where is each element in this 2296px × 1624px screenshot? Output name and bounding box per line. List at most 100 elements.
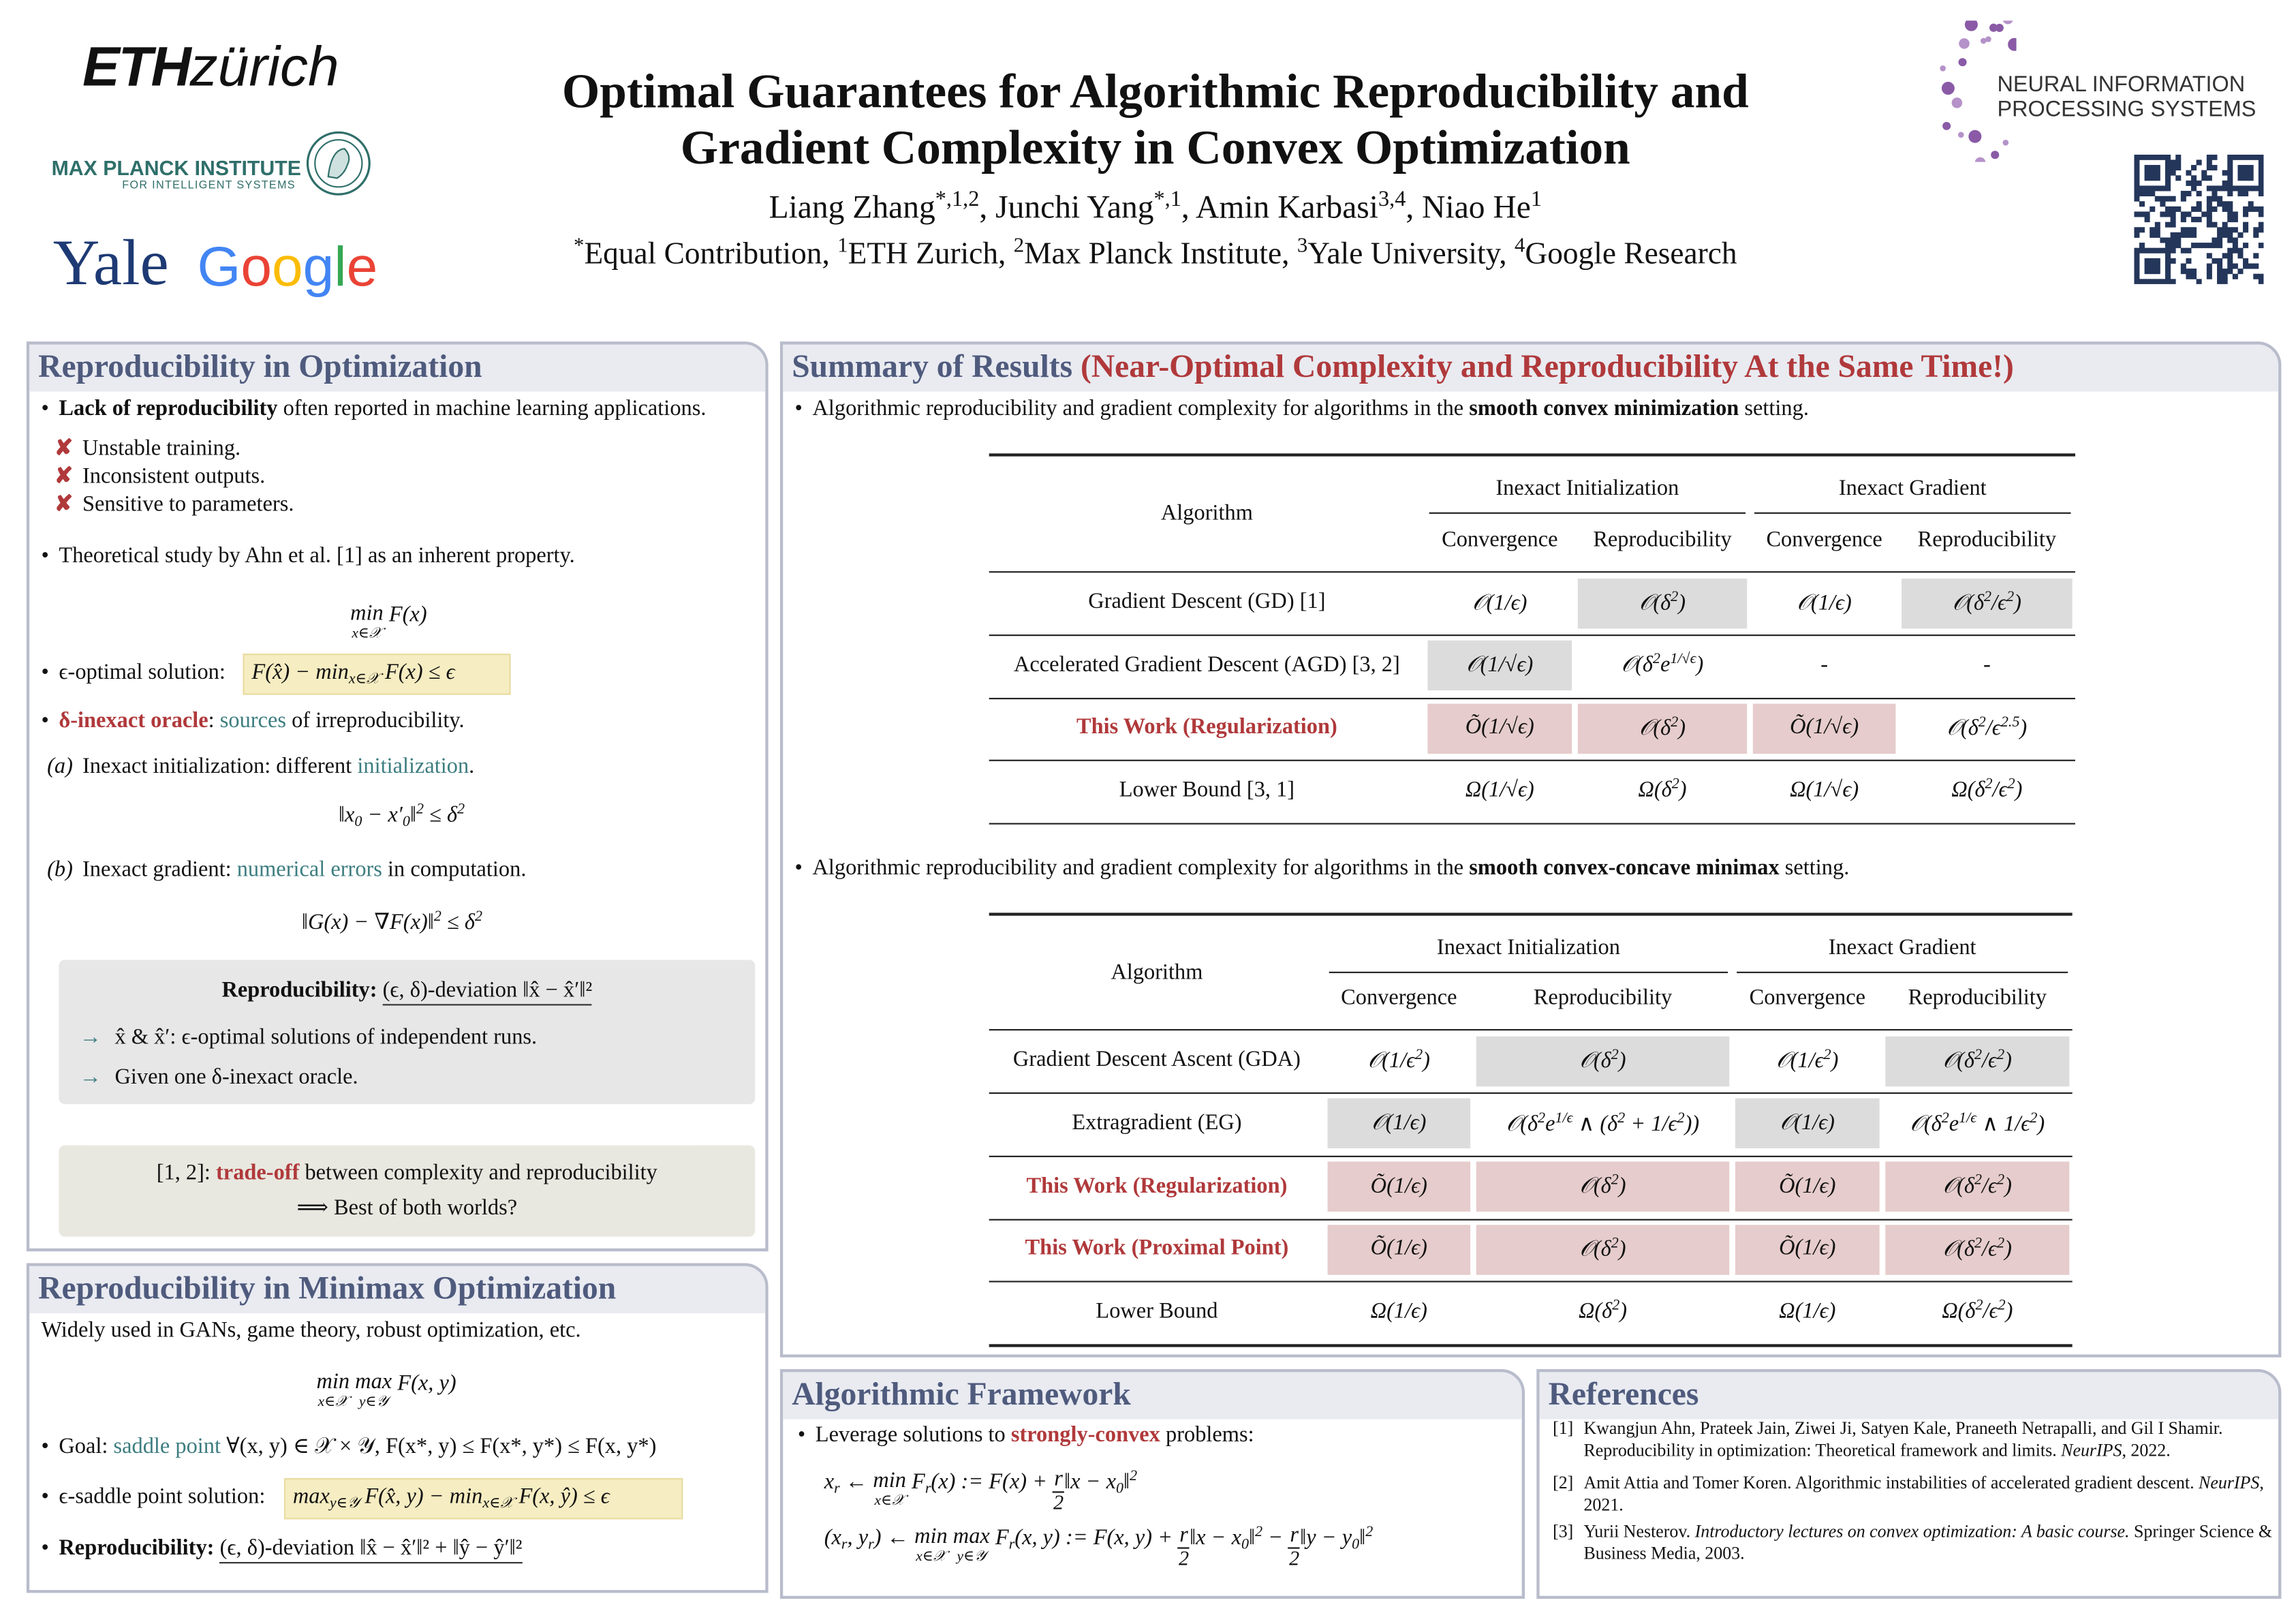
text-run: , 2022.	[2122, 1439, 2171, 1460]
text-run: 0	[354, 814, 362, 831]
qr-module	[2217, 232, 2223, 238]
text-run: x∈𝒳	[482, 1495, 514, 1512]
table-rule	[989, 453, 2075, 456]
qr-module	[2227, 247, 2233, 254]
text-run: .	[469, 755, 475, 779]
cell-formula: 𝒪(1/ϵ2)	[1368, 1047, 1430, 1074]
text-run: ‖G(x) − ∇F(x)‖	[301, 911, 434, 935]
qr-module	[2165, 263, 2171, 269]
text-run: , 2021.	[1583, 1472, 2264, 1515]
qr-module	[2134, 227, 2140, 233]
qr-module	[2160, 154, 2166, 160]
text-run	[377, 979, 383, 1003]
column-header: Convergence	[1341, 985, 1457, 1009]
text-run: )	[2014, 591, 2021, 615]
qr-module	[2150, 206, 2156, 212]
column-header: Reproducibility	[1917, 527, 2057, 552]
qr-module	[2227, 191, 2233, 197]
qr-module	[2186, 180, 2192, 186]
operator-text: max	[952, 1525, 990, 1549]
text-run: 2	[1653, 652, 1661, 668]
qr-module	[2217, 201, 2223, 207]
table-cell: 𝒪(δ2/ϵ2)	[1882, 1035, 2073, 1088]
text-run: 0	[1352, 1537, 1360, 1554]
text-run: 𝒪(δ	[1942, 1238, 1974, 1262]
text-run: 𝒪(δ	[1579, 1049, 1611, 1073]
panel-header	[783, 1372, 1522, 1420]
qr-module	[2139, 247, 2145, 254]
qr-module	[2243, 154, 2249, 160]
cell-shade	[1885, 1161, 2070, 1212]
qr-module	[2227, 175, 2233, 181]
qr-module	[2206, 243, 2212, 249]
logo-dot	[1995, 23, 2004, 32]
table-cell: 𝒪(δ2)	[1473, 1223, 1732, 1276]
panel-header	[29, 344, 766, 392]
text-run: 2	[474, 908, 482, 925]
qr-module	[2186, 227, 2192, 233]
table-cell: 𝒪(1/ϵ)	[1371, 1112, 1427, 1136]
text-run: 2	[1997, 1236, 2005, 1252]
qr-module	[2154, 227, 2160, 233]
text-run: F(x, ŷ) ≤ ϵ	[513, 1485, 610, 1510]
qr-code[interactable]	[2134, 154, 2264, 284]
text-run: )	[2019, 716, 2028, 741]
cell-formula: 𝒪(δ2/ϵ2)	[1953, 589, 2021, 616]
qr-module	[2237, 170, 2244, 176]
text-run: r	[1008, 1537, 1015, 1554]
qr-module	[2139, 185, 2145, 191]
text-run: (x	[824, 1527, 841, 1550]
qr-module	[2206, 253, 2212, 259]
text-run: Algorithmic reproducibility and gradient…	[812, 857, 1470, 880]
qr-module	[2227, 185, 2233, 191]
qr-module	[2212, 237, 2218, 243]
qr-module	[2248, 165, 2254, 171]
qr-module	[2150, 263, 2156, 269]
cell-shade	[1902, 577, 2073, 628]
qr-module	[2222, 227, 2228, 233]
qr-module	[2150, 170, 2156, 176]
qr-module	[2217, 196, 2223, 202]
logo-dot	[1941, 82, 1955, 95]
qr-module	[2253, 263, 2259, 269]
text-run: , y	[847, 1527, 869, 1550]
qr-module	[2170, 232, 2176, 238]
logo-dot	[1959, 38, 1970, 49]
text-run: 2	[1365, 1524, 1374, 1541]
qr-module	[2165, 159, 2171, 166]
cell-shade	[1476, 1161, 1730, 1212]
text-run: Algorithmic reproducibility and gradient…	[812, 397, 1470, 421]
operator-under: 2	[1179, 1548, 1190, 1571]
operator: max y∈𝒴	[355, 1370, 392, 1410]
qr-module	[2248, 175, 2254, 181]
text-run: )	[1618, 1049, 1626, 1073]
text-run: ‖	[409, 803, 417, 828]
qr-module	[2206, 201, 2212, 207]
text-run: /ϵ	[1985, 716, 2001, 741]
qr-module	[2232, 263, 2238, 269]
column-header: Convergence	[1442, 527, 1558, 552]
qr-module	[2227, 269, 2233, 275]
qr-module	[2232, 247, 2238, 254]
text-run: :	[208, 709, 220, 733]
qr-module	[2180, 191, 2186, 197]
qr-module	[2206, 211, 2212, 217]
text-run: e	[1660, 654, 1671, 678]
qr-module	[2227, 217, 2233, 223]
cell-shade	[1327, 1225, 1471, 1275]
table-cell: Õ(1/√ϵ)	[1465, 716, 1534, 740]
text-run: smooth convex-concave minimax	[1469, 857, 1780, 880]
text-run: 2	[1130, 1468, 1138, 1485]
qr-module	[2134, 263, 2140, 269]
text-run: )	[1619, 1300, 1628, 1324]
qr-module	[2170, 221, 2176, 228]
operator-text: min	[350, 602, 384, 626]
qr-module	[2222, 185, 2228, 191]
qr-module	[2222, 279, 2228, 284]
column-header: Algorithm	[1111, 960, 1203, 985]
group-header: Inexact Initialization	[1495, 476, 1679, 500]
row-label: This Work (Regularization)	[1026, 1174, 1288, 1198]
qr-module	[2144, 247, 2150, 254]
table-rule	[989, 823, 2075, 825]
qr-module	[2144, 258, 2150, 264]
